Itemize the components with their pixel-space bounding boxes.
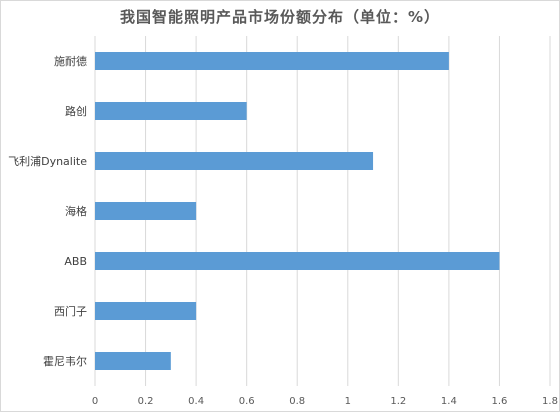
bar-0 [95, 52, 449, 70]
category-label: 飞利浦Dynalite [8, 155, 87, 168]
x-tick-label: 1.8 [542, 396, 558, 407]
x-tick-label: 0.2 [138, 396, 154, 407]
category-label: ABB [64, 255, 87, 268]
category-label: 施耐德 [54, 54, 87, 68]
x-tick-labels: 0 0.2 0.4 0.6 0.8 1 1.2 1.4 1.6 1.8 [92, 396, 558, 407]
bar-2 [95, 152, 374, 170]
x-tick-label: 0.8 [289, 396, 305, 407]
category-label: 霍尼韦尔 [43, 355, 87, 368]
category-label: 海格 [65, 204, 87, 218]
bar-1 [95, 102, 247, 120]
category-label: 路创 [65, 105, 87, 118]
bar-4 [95, 252, 500, 270]
x-tick-label: 0.6 [239, 396, 255, 407]
bar-5 [95, 302, 197, 320]
x-tick-label: 1.2 [390, 396, 406, 407]
bar-3 [95, 202, 197, 220]
bars [95, 52, 500, 370]
x-tick-label: 1.4 [441, 396, 457, 407]
category-label: 西门子 [54, 304, 87, 318]
x-tick-label: 0.4 [188, 396, 204, 407]
x-tick-label: 1 [345, 396, 351, 407]
bar-6 [95, 352, 171, 370]
x-tick-label: 1.6 [491, 396, 507, 407]
x-tick-label: 0 [92, 396, 98, 407]
chart-title: 我国智能照明产品市场份额分布（单位：%） [119, 8, 441, 26]
